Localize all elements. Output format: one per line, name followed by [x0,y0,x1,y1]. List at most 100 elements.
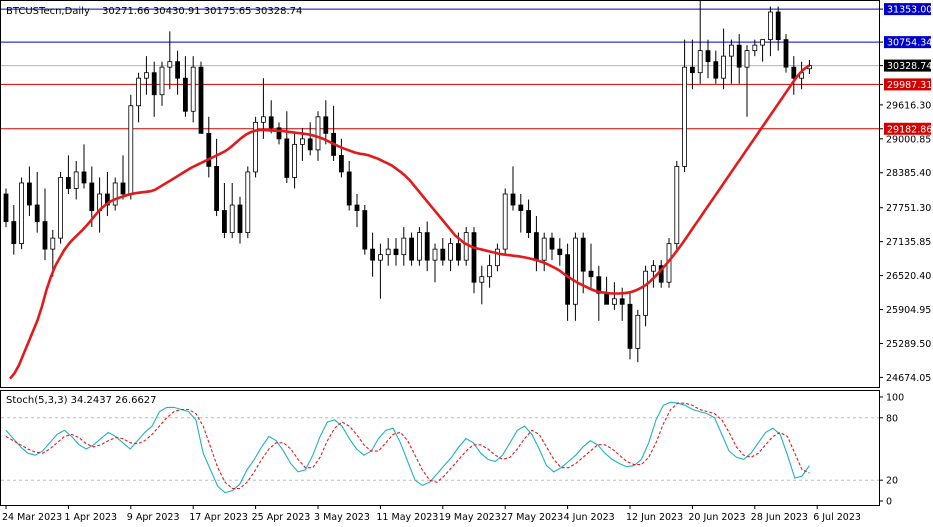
time-tick-label: 17 Apr 2023 [189,512,248,523]
candle [346,160,352,211]
candle [690,39,695,90]
candle-body-bull [50,237,56,250]
candle-body-bear [42,221,48,250]
support-level-tag [884,122,931,135]
candle [66,155,71,194]
candle [580,232,586,294]
candle [588,243,594,288]
candle-body-bull [744,50,750,68]
candle [651,260,656,288]
candle-body-bull [190,66,196,112]
candle-body-bull [432,248,438,261]
candle-body-bear [713,61,719,79]
time-tick-label: 27 May 2023 [501,512,563,523]
candle-body-bull [299,138,305,145]
resistance-level-label: 30754.34 [887,38,932,49]
stoch-lines [5,401,810,494]
candle [81,144,87,189]
candle [136,72,142,123]
candle [245,166,251,239]
candle-body-bull [494,248,500,267]
candle [549,232,555,261]
candle-body-bear [549,237,555,250]
candle-body-bull [19,182,25,245]
candle-body-bull [253,121,259,173]
candle [760,39,765,62]
candle-body-bull [245,171,251,233]
candle [89,166,95,228]
candle-body-bear [690,66,695,74]
candle [518,194,524,233]
candle [541,232,547,272]
candle-body-bull [643,270,648,316]
candle-body-bull [167,61,173,68]
time-tick-label: 12 Jun 2023 [626,512,683,523]
candle-body-bear [510,193,516,206]
candle [182,56,188,117]
candle [221,182,227,239]
candle [744,45,750,117]
candle-body-bear [3,193,9,222]
candle [573,232,578,321]
candle-body-bear [237,204,243,233]
stoch-tick-label: 100 [886,393,904,404]
candle-body-bull [229,204,235,233]
candle [401,227,407,266]
candle [3,188,9,228]
candle [627,293,633,360]
candle [370,232,376,277]
support-level-label: 29182.86 [887,124,932,135]
candle [143,56,149,95]
candle-body-bull [315,116,321,151]
candle [128,94,134,200]
candle-body-bear [214,166,220,211]
candle [34,171,40,233]
candle-body-bear [424,232,430,261]
candle-body-bear [705,50,711,63]
stoch-axis: 100 80 20 0 [879,393,904,508]
candle-body-bear [736,44,742,68]
candle [377,243,383,299]
candle [643,265,648,327]
candle-body-bear [26,182,32,206]
candle [721,28,726,90]
candle-body-bull [136,77,142,107]
candle-body-bull [159,66,165,96]
candle-body-bull [385,248,391,256]
candle [612,282,617,310]
price-tick-label: 28385.40 [886,168,931,179]
candle [713,50,719,84]
candle [736,34,742,84]
candle-body-bull [573,237,578,305]
candle-body-bull [73,171,79,189]
candle [58,171,63,244]
time-axis: 24 Mar 2023 1 Apr 2023 9 Apr 2023 17 Apr 20… [2,505,861,523]
candle [237,196,243,244]
candle-body-bear [221,210,227,234]
candle-body-bear [276,127,282,140]
candle-body-bull [651,265,656,272]
candle [229,182,235,239]
candle [409,232,415,266]
candle-body-bear [338,154,344,173]
candle [198,61,204,134]
price-tick-label: 27751.30 [886,203,931,214]
candle [120,155,126,200]
candle [697,1,703,84]
candle [565,243,570,321]
candle-body-bear [393,248,399,256]
candle-body-bull [721,55,726,79]
candle-body-bull [463,232,469,261]
candle [487,254,493,288]
time-tick-label: 28 Jun 2023 [751,512,808,523]
candle-body-bear [775,11,781,40]
candle [385,238,391,266]
stoch-tick-label: 20 [886,476,898,487]
stoch-title: Stoch(5,3,3) 34.2437 26.6627 [6,395,157,406]
candle-body-bull [502,193,508,250]
level-tags: 31353.00 30754.34 29987.31 29182.86 30328.74 [884,3,932,135]
candle-body-bear [518,204,524,211]
candle [19,177,25,250]
candle-body-bear [565,254,570,305]
